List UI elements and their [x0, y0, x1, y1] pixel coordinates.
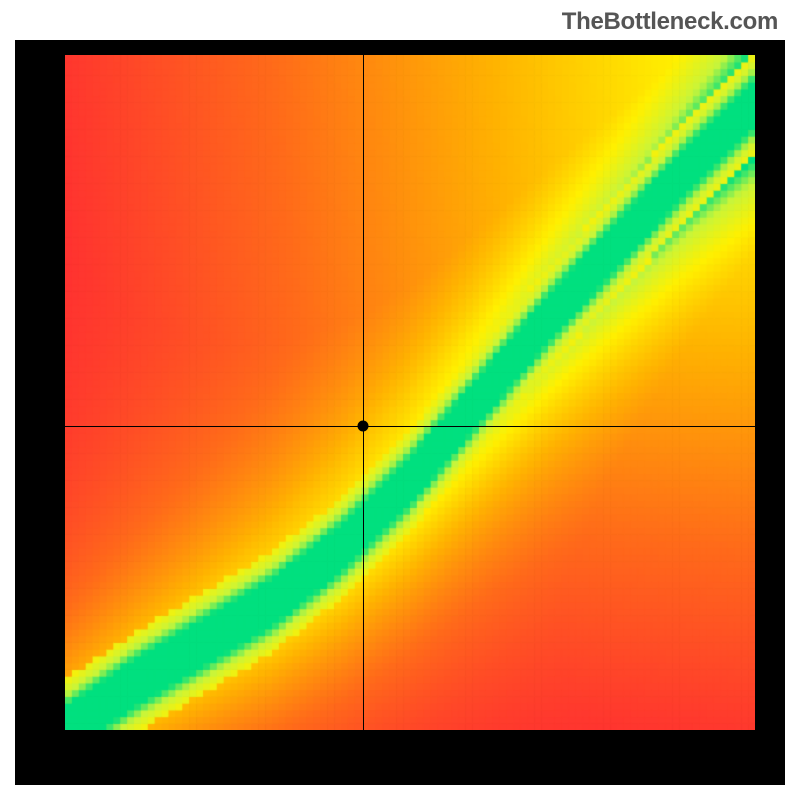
watermark-text: TheBottleneck.com	[562, 8, 778, 36]
heatmap-canvas	[65, 55, 755, 730]
crosshair-vertical	[363, 55, 364, 730]
data-point-marker	[358, 420, 369, 431]
chart-container: TheBottleneck.com	[0, 0, 800, 800]
plot-area	[65, 55, 755, 730]
crosshair-horizontal	[65, 426, 755, 427]
plot-frame	[15, 40, 785, 785]
